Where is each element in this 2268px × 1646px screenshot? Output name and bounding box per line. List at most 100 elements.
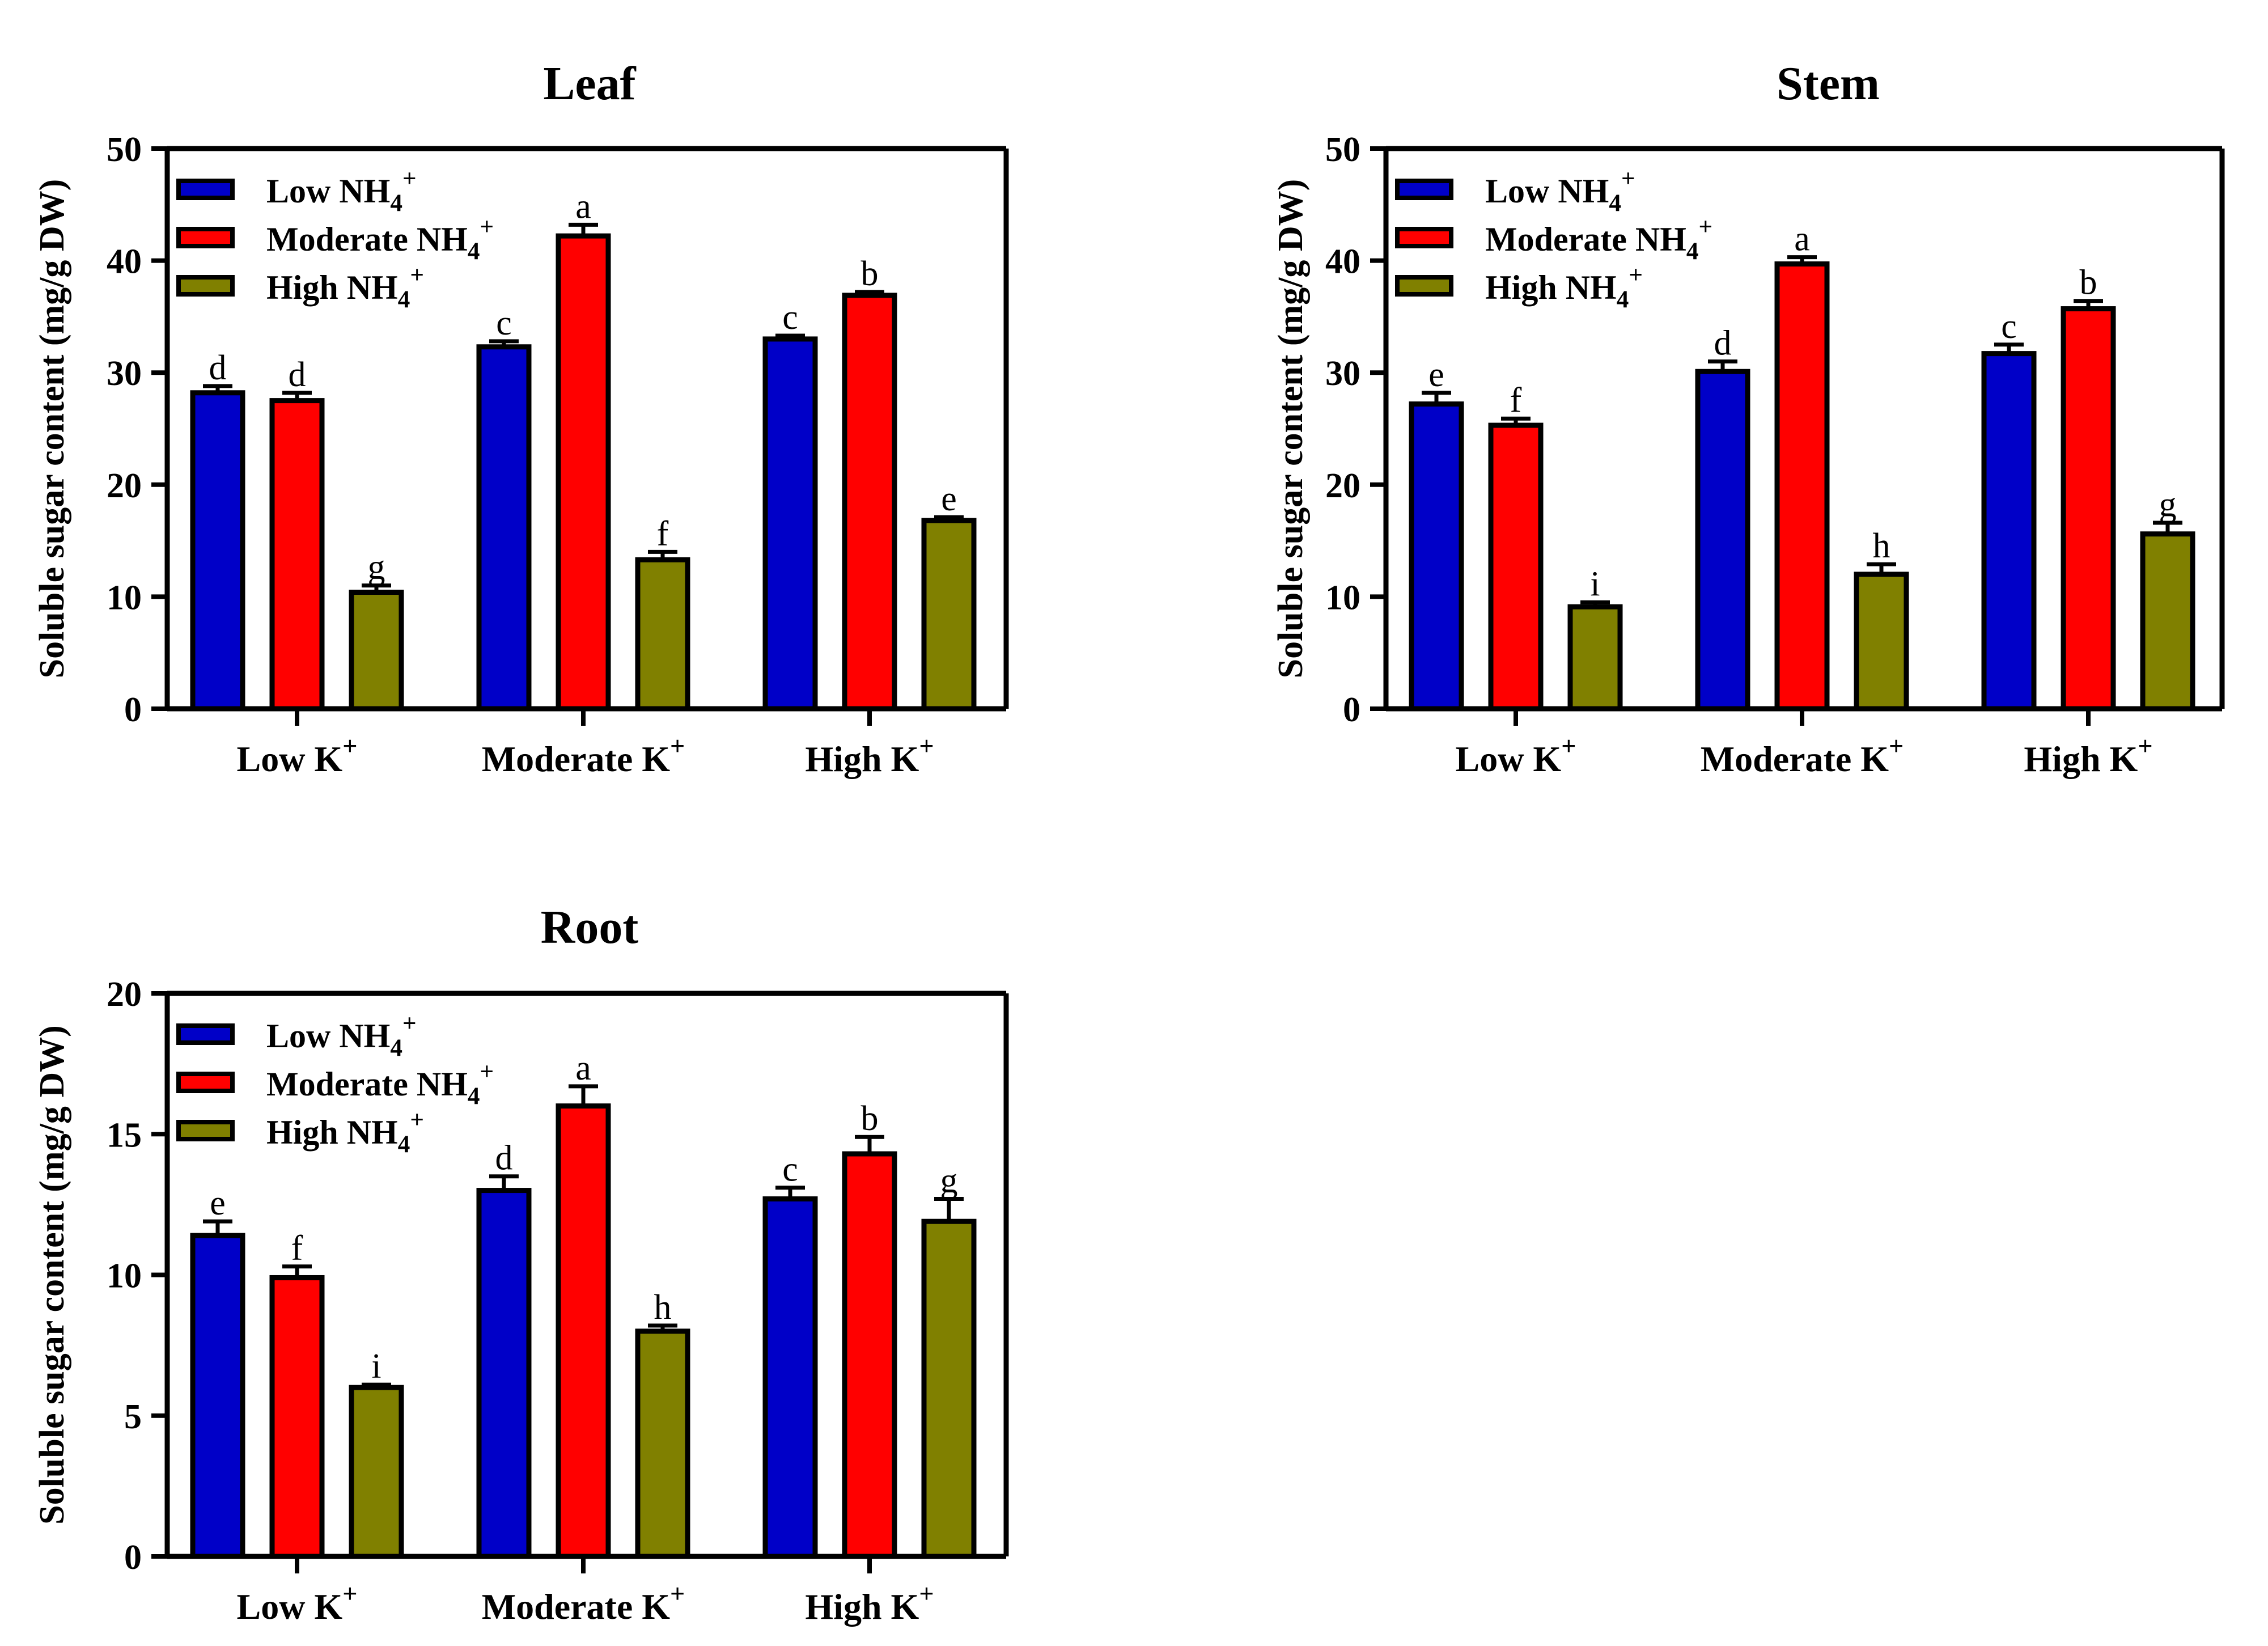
legend-swatch: [1395, 179, 1453, 200]
significance-letter: c: [2001, 307, 2017, 346]
bar: [762, 336, 818, 712]
significance-letter: b: [2080, 264, 2097, 302]
x-tick-label: High K+: [805, 731, 934, 779]
legend-swatch: [1395, 275, 1453, 297]
y-axis-label: Soluble sugar content (mg/g DW): [1271, 179, 1310, 679]
legend-swatch: [176, 1023, 235, 1045]
chart-title: Stem: [1777, 57, 1880, 110]
bar: [269, 398, 325, 712]
y-tick-label: 20: [107, 467, 142, 505]
significance-letter: d: [1714, 324, 1732, 362]
y-tick-label: 5: [124, 1398, 142, 1436]
significance-letter: a: [1794, 220, 1810, 259]
bar: [1567, 604, 1623, 712]
significance-letter: b: [861, 1099, 879, 1138]
significance-letter: c: [782, 1150, 798, 1189]
legend-swatch: [176, 1120, 235, 1141]
y-tick-label: 15: [107, 1116, 142, 1154]
significance-letter: g: [2159, 485, 2177, 524]
bar: [556, 233, 611, 712]
x-tick-label: High K+: [2024, 731, 2152, 779]
bar: [190, 1233, 245, 1559]
bar: [842, 293, 897, 712]
bar: [1854, 572, 1909, 712]
bar: [2061, 306, 2116, 712]
bar: [349, 1385, 404, 1559]
legend-swatch: [176, 1072, 235, 1093]
legend-label: High NH4+: [1485, 262, 1643, 313]
significance-letter: e: [210, 1184, 226, 1222]
legend-label: Low NH4+: [266, 1010, 417, 1061]
bar: [635, 1328, 690, 1559]
significance-letter: d: [289, 356, 306, 394]
legend-label: Low NH4+: [1485, 166, 1635, 217]
significance-letter: e: [941, 480, 957, 518]
chart-panel-root: Root Soluble sugar content (mg/g DW) e d c f a…: [33, 901, 1009, 1627]
chart-panel-stem: Stem Soluble sugar content (mg/g DW) e d c f a…: [1271, 57, 2225, 779]
legend-label: Moderate NH4+: [266, 1059, 494, 1110]
significance-letter: f: [657, 514, 669, 553]
bar: [269, 1275, 325, 1559]
legend-swatch: [176, 275, 235, 297]
significance-letter: a: [575, 187, 591, 226]
chart-title: Leaf: [543, 57, 636, 110]
significance-letter: d: [495, 1139, 513, 1178]
bar: [349, 589, 404, 712]
y-tick-label: 40: [107, 243, 142, 281]
significance-letter: i: [371, 1347, 381, 1386]
bar: [476, 344, 532, 712]
x-tick-label: Moderate K+: [1701, 731, 1904, 779]
bar: [476, 1188, 532, 1559]
bar: [921, 1218, 977, 1559]
y-tick-label: 50: [1325, 130, 1360, 169]
bar: [1981, 351, 2037, 712]
y-tick-label: 20: [107, 975, 142, 1014]
chart-panel-leaf: Leaf Soluble sugar content (mg/g DW) d c c d a…: [33, 57, 1009, 779]
y-axis-label: Soluble sugar content (mg/g DW): [33, 1025, 71, 1525]
legend-label: Moderate NH4+: [1485, 214, 1712, 265]
bar: [1409, 401, 1464, 712]
legend-label: High NH4+: [266, 262, 424, 313]
y-tick-label: 0: [1343, 691, 1360, 729]
significance-letter: g: [940, 1161, 958, 1200]
bar: [1774, 261, 1830, 712]
significance-letter: b: [861, 255, 879, 293]
significance-letter: h: [654, 1288, 672, 1327]
x-tick-label: Low K+: [237, 1579, 358, 1627]
y-tick-label: 10: [107, 1257, 142, 1296]
bar: [921, 518, 977, 712]
y-tick-label: 30: [1325, 354, 1360, 393]
x-tick-label: Low K+: [1456, 731, 1576, 779]
legend-swatch: [1395, 227, 1453, 248]
y-tick-label: 40: [1325, 243, 1360, 281]
bar: [190, 390, 245, 712]
significance-letter: c: [496, 304, 512, 342]
significance-letter: a: [575, 1049, 591, 1088]
y-axis-label: Soluble sugar content (mg/g DW): [33, 179, 71, 679]
significance-letter: c: [782, 298, 798, 337]
bar: [2140, 531, 2195, 712]
x-tick-label: Moderate K+: [482, 731, 685, 779]
legend-label: Moderate NH4+: [266, 214, 494, 265]
y-tick-label: 10: [107, 578, 142, 617]
y-tick-label: 0: [124, 1538, 142, 1577]
x-tick-label: Low K+: [237, 731, 358, 779]
y-tick-label: 20: [1325, 467, 1360, 505]
y-tick-label: 0: [124, 691, 142, 729]
significance-letter: h: [1873, 527, 1890, 565]
legend-label: Low NH4+: [266, 166, 417, 217]
bar: [762, 1196, 818, 1559]
legend-swatch: [176, 179, 235, 200]
significance-letter: g: [368, 548, 385, 587]
bar: [842, 1151, 897, 1559]
bar: [635, 557, 690, 712]
bar: [1695, 369, 1750, 712]
x-tick-label: High K+: [805, 1579, 934, 1627]
significance-letter: i: [1590, 565, 1600, 603]
chart-title: Root: [541, 901, 639, 954]
significance-letter: f: [1510, 381, 1522, 420]
y-tick-label: 10: [1325, 578, 1360, 617]
y-tick-label: 50: [107, 130, 142, 169]
significance-letter: f: [291, 1229, 303, 1268]
